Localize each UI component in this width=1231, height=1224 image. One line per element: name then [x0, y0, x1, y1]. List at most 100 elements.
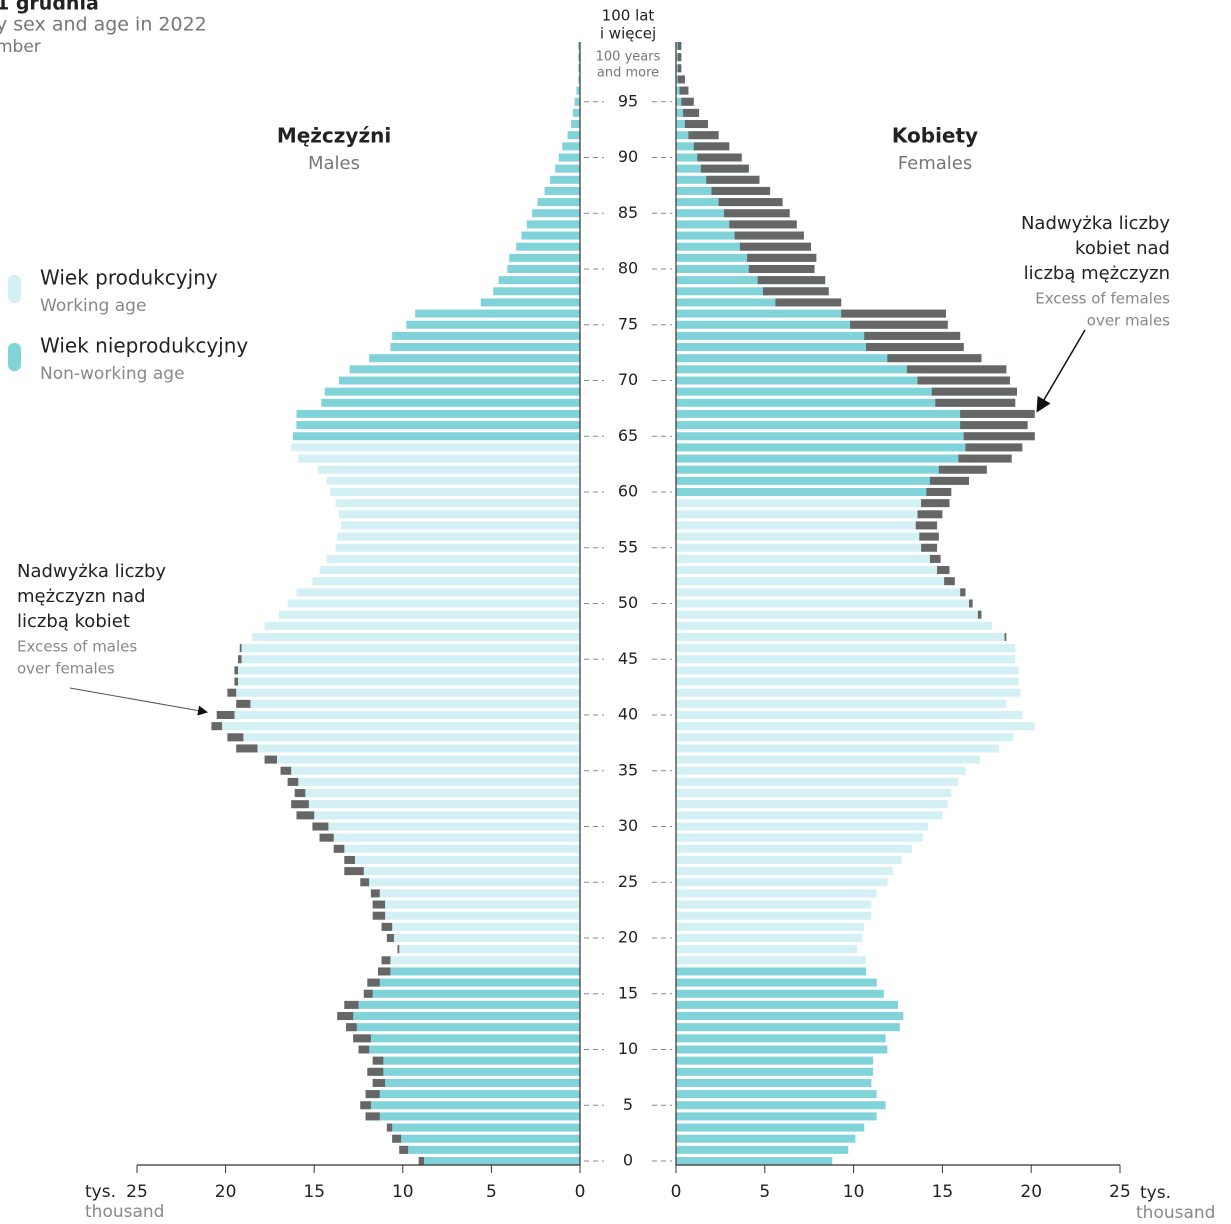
bar — [676, 766, 966, 775]
bar — [676, 900, 872, 909]
x-tick-label: 15 — [303, 1182, 325, 1202]
bar — [549, 175, 580, 184]
excess-bar — [718, 198, 783, 207]
excess-bar — [960, 588, 966, 597]
bar — [676, 1134, 856, 1143]
bar — [676, 421, 1028, 430]
bar — [264, 621, 580, 630]
annotation: Nadwyżka liczby — [17, 561, 166, 582]
excess-bar — [960, 409, 1035, 418]
excess-bar — [358, 1045, 370, 1054]
bar — [344, 855, 580, 864]
bar — [296, 588, 580, 597]
excess-bar — [841, 309, 946, 318]
bar — [287, 777, 580, 786]
x-tick-label: 25 — [126, 1182, 148, 1202]
bar — [521, 231, 580, 240]
axis-unit: tys. — [1140, 1183, 1171, 1203]
bar — [239, 644, 580, 653]
bar — [676, 532, 939, 541]
excess-bar — [239, 644, 242, 653]
legend-label: Wiek produkcyjny — [40, 266, 218, 290]
annotation: mężczyzn nad — [17, 586, 146, 607]
bar — [344, 867, 580, 876]
bar — [319, 566, 580, 575]
excess-bar — [850, 320, 948, 329]
bar — [676, 1078, 872, 1087]
bar — [676, 878, 888, 887]
axis-unit: tys. — [85, 1182, 116, 1202]
bar — [236, 699, 580, 708]
excess-bar — [353, 1034, 371, 1043]
bar — [676, 922, 865, 931]
bar — [676, 989, 884, 998]
bar — [349, 365, 580, 374]
excess-bar — [234, 677, 239, 686]
excess-bar — [372, 1056, 384, 1065]
excess-bar — [418, 1157, 425, 1165]
bar — [390, 343, 580, 352]
bar — [294, 789, 580, 798]
excess-bar — [397, 945, 400, 954]
bar — [333, 844, 580, 853]
bar — [367, 978, 580, 987]
excess-bar — [280, 766, 292, 775]
bar — [676, 376, 1010, 385]
y-tick-label: 35 — [618, 760, 638, 779]
bar — [571, 120, 580, 129]
annotation-en: over males — [1087, 312, 1170, 330]
legend-label: Wiek nieprodukcyjny — [40, 334, 248, 358]
x-tick-label: 0 — [575, 1182, 586, 1202]
bar — [676, 1157, 833, 1165]
bar — [567, 131, 580, 140]
x-tick-label: 5 — [486, 1182, 497, 1202]
bar — [676, 644, 1016, 653]
annotation-en: Excess of females — [1035, 290, 1170, 308]
bar — [367, 1067, 580, 1076]
bar — [676, 833, 923, 842]
bar — [346, 1023, 580, 1032]
excess-bar — [929, 554, 941, 563]
y-tick-label: 75 — [618, 314, 638, 333]
bar — [676, 1123, 865, 1132]
bar — [381, 922, 580, 931]
y-tick-label: 90 — [618, 147, 638, 166]
bar — [337, 532, 580, 541]
x-tick-label: 20 — [215, 1182, 237, 1202]
series-title: Kobiety — [892, 124, 978, 148]
excess-bar — [763, 287, 829, 296]
bar — [676, 1023, 900, 1032]
excess-bar — [734, 231, 804, 240]
bar — [676, 811, 943, 820]
excess-bar — [365, 1112, 380, 1121]
axis-unit-en: thousand — [85, 1202, 164, 1222]
excess-bar — [360, 878, 370, 887]
top-label: 100 lat — [602, 7, 655, 25]
bar — [676, 499, 950, 508]
bar — [676, 510, 943, 519]
bar — [264, 755, 580, 764]
excess-bar — [679, 86, 689, 95]
bar — [234, 666, 580, 675]
bar — [676, 476, 970, 485]
excess-bar — [337, 1012, 354, 1021]
bar — [418, 1157, 580, 1165]
x-tick-label: 10 — [843, 1182, 865, 1202]
excess-bar — [344, 867, 364, 876]
bar — [386, 1123, 580, 1132]
bar — [578, 75, 580, 84]
bar — [572, 108, 580, 117]
bar — [353, 1034, 580, 1043]
annotation: Nadwyżka liczby — [1021, 213, 1170, 234]
excess-bar — [747, 253, 817, 262]
bar — [319, 833, 580, 842]
bar — [676, 543, 938, 552]
bar — [555, 164, 580, 173]
bar — [330, 488, 580, 496]
bar — [574, 97, 580, 106]
bar — [287, 599, 580, 608]
bar — [676, 443, 1023, 452]
excess-bar — [915, 521, 938, 530]
bar — [676, 722, 1035, 731]
bar — [227, 733, 580, 742]
